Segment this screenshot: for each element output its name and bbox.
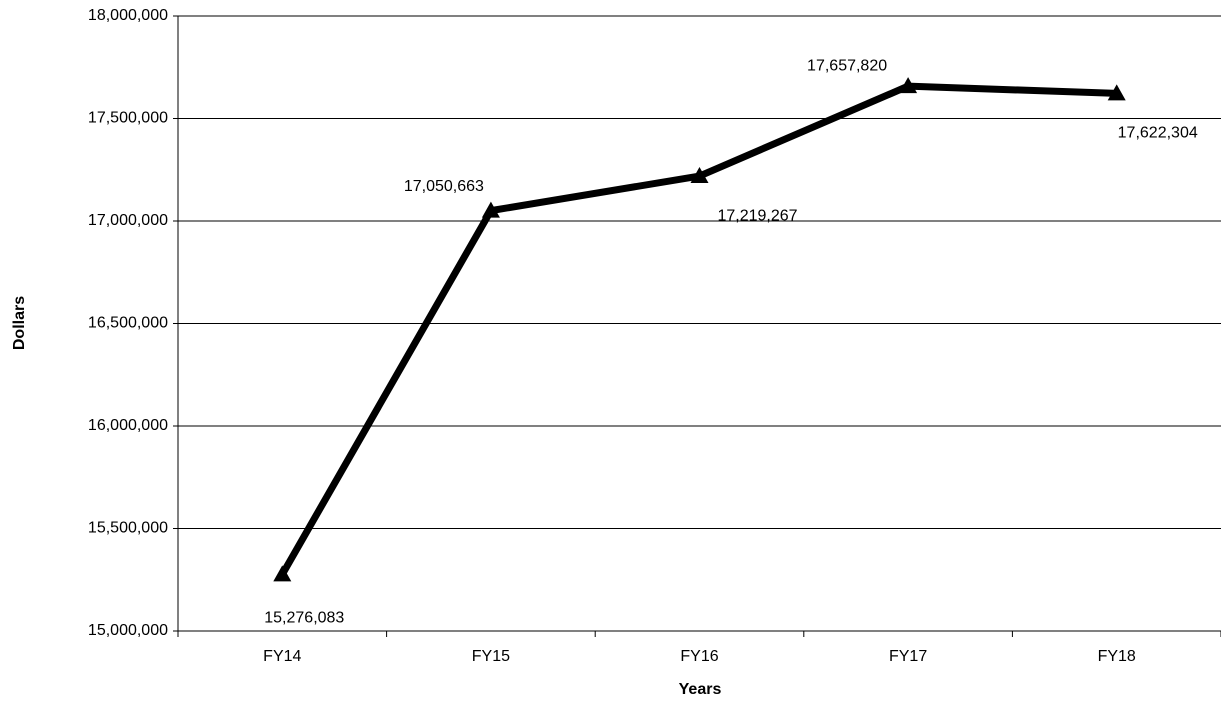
y-axis-title: Dollars — [11, 296, 28, 350]
y-tick-label: 15,000,000 — [88, 622, 168, 639]
data-label: 17,622,304 — [1118, 125, 1198, 142]
data-label: 17,657,820 — [807, 57, 887, 74]
marker — [481, 201, 500, 218]
marker — [899, 77, 918, 94]
x-tick-label: FY15 — [472, 648, 510, 665]
data-label: 17,050,663 — [404, 178, 484, 195]
data-label: 15,276,083 — [264, 610, 344, 627]
x-tick-label: FY18 — [1098, 648, 1136, 665]
y-tick-label: 17,000,000 — [88, 212, 168, 229]
y-tick-label: 16,000,000 — [88, 417, 168, 434]
y-tick-label: 15,500,000 — [88, 520, 168, 537]
x-tick-label: FY17 — [889, 648, 927, 665]
y-tick-label: 17,500,000 — [88, 110, 168, 127]
y-tick-label: 18,000,000 — [88, 7, 168, 24]
x-tick-label: FY16 — [680, 648, 718, 665]
marker — [273, 565, 292, 582]
data-line — [279, 82, 1117, 577]
x-axis-title: Years — [679, 681, 722, 698]
x-tick-label: FY14 — [263, 648, 301, 665]
y-tick-label: 16,500,000 — [88, 315, 168, 332]
marker — [690, 167, 709, 184]
data-label: 17,219,267 — [717, 207, 797, 224]
marker — [1107, 84, 1126, 101]
